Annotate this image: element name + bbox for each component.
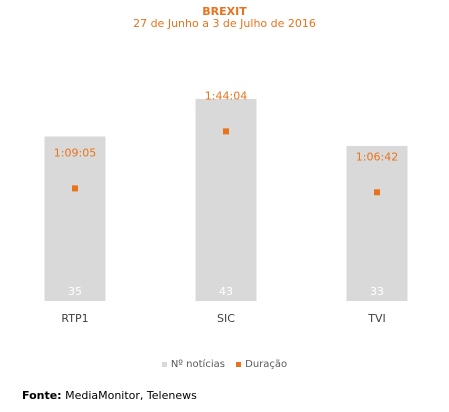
duration-label-tvi: 1:06:42 [356, 150, 398, 163]
x-tick-label-tvi: TVI [367, 312, 386, 325]
duration-marker-sic [223, 128, 229, 135]
duration-marker-rtp1 [72, 185, 78, 192]
legend-item-duracao: Duração [236, 359, 287, 370]
chart-subtitle: 27 de Junho a 3 de Julho de 2016 [133, 17, 316, 30]
chart-plot: 35 1:09:05 RTP1 43 1:44:04 SIC 33 1:06:42 TVI [44, 89, 408, 325]
chart-legend: Nº notícias Duração [0, 359, 449, 370]
legend-swatch-duracao [236, 362, 242, 367]
legend-label-noticias: Nº notícias [170, 359, 225, 370]
source-label: Fonte: [22, 389, 62, 402]
x-tick-label-rtp1: RTP1 [61, 312, 88, 325]
bar-value-label-sic: 43 [219, 285, 233, 298]
legend-swatch-noticias [161, 362, 167, 367]
source-text: MediaMonitor, Telenews [61, 389, 197, 402]
legend-label-duracao: Duração [245, 359, 288, 370]
bar-rtp1 [44, 136, 106, 301]
source-note: Fonte: MediaMonitor, Telenews [22, 389, 197, 402]
duration-label-rtp1: 1:09:05 [54, 146, 96, 159]
chart-title: BREXIT [202, 5, 247, 18]
bar-value-label-rtp1: 35 [68, 285, 82, 298]
duration-label-sic: 1:44:04 [205, 89, 247, 102]
legend-item-noticias: Nº notícias [161, 359, 225, 370]
bar-value-label-tvi: 33 [370, 285, 384, 298]
bar-tvi [346, 145, 408, 301]
x-tick-label-sic: SIC [217, 312, 235, 325]
duration-marker-tvi [374, 189, 380, 196]
